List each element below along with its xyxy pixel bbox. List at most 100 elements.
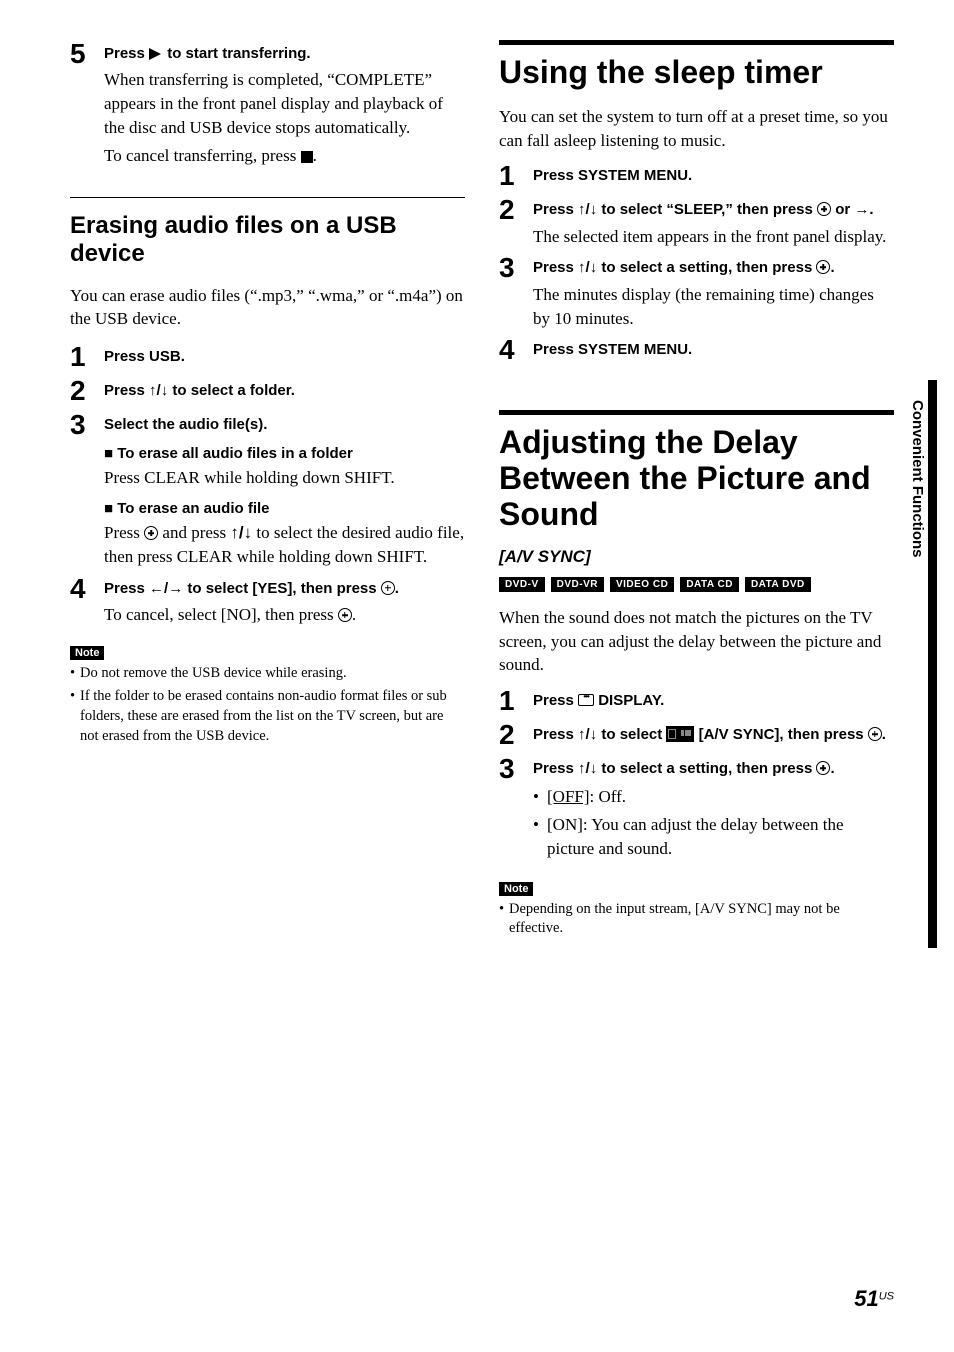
step5-head-pre: Press <box>104 45 149 62</box>
updown-icon: ↑/↓ <box>578 259 597 276</box>
s-step1: Press SYSTEM MENU. <box>533 166 894 186</box>
page-num-suffix: US <box>879 1291 894 1303</box>
option-list: [OFF]: Off. [ON]: You can adjust the del… <box>533 785 894 860</box>
step-number: 1 <box>70 343 92 371</box>
page-num-big: 51 <box>854 1286 878 1311</box>
e-step2-pre: Press <box>104 382 149 399</box>
sub2-head: To erase an audio file <box>104 500 465 517</box>
leftright-icon: ←/→ <box>149 580 183 597</box>
a-step1-post: DISPLAY. <box>594 692 664 709</box>
e-step3: Select the audio file(s). <box>104 415 465 435</box>
note-item: Depending on the input stream, [A/V SYNC… <box>499 900 894 939</box>
enter-icon <box>144 526 158 540</box>
side-tab: Convenient Functions <box>909 400 926 558</box>
step5-body2-pre: To cancel transferring, press <box>104 146 301 165</box>
e-step4-pre: Press <box>104 580 149 597</box>
a-step2-post: . <box>882 726 886 743</box>
e-step1: Press USB. <box>104 347 465 367</box>
a-step3-post: . <box>830 760 834 777</box>
erase-step-3: 3 Select the audio file(s). To erase all… <box>70 411 465 569</box>
chapter-rule <box>499 410 894 415</box>
a-step2-mid: to select <box>597 726 666 743</box>
sleep-intro: You can set the system to turn off at a … <box>499 105 894 153</box>
sub2-mid: and press <box>158 523 230 542</box>
sleep-step-1: 1 Press SYSTEM MENU. <box>499 162 894 190</box>
note-item: Do not remove the USB device while erasi… <box>70 664 465 684</box>
stop-icon <box>301 151 313 163</box>
sleep-step-2: 2 Press ↑/↓ to select “SLEEP,” then pres… <box>499 196 894 248</box>
note-list: Do not remove the USB device while erasi… <box>70 664 465 746</box>
updown-icon: ↑/↓ <box>578 726 597 743</box>
erase-intro: You can erase audio files (“.mp3,” “.wma… <box>70 284 465 332</box>
format-badge: DVD-VR <box>551 577 604 592</box>
e-step4-post: . <box>395 580 399 597</box>
step-number: 3 <box>70 411 92 439</box>
opt-label: [ON] <box>547 815 583 834</box>
enter-icon <box>868 727 882 741</box>
av-step-3: 3 Press ↑/↓ to select a setting, then pr… <box>499 755 894 865</box>
sleep-step-3: 3 Press ↑/↓ to select a setting, then pr… <box>499 254 894 330</box>
chapter-rule <box>499 40 894 45</box>
step-number: 2 <box>70 377 92 405</box>
s-step3-pre: Press <box>533 259 578 276</box>
step5-body2-post: . <box>313 146 317 165</box>
sub2-pre: Press <box>104 523 144 542</box>
play-icon <box>149 48 163 60</box>
note-list: Depending on the input stream, [A/V SYNC… <box>499 900 894 939</box>
e-step4-body-post: . <box>352 605 356 624</box>
note-badge: Note <box>499 882 533 896</box>
updown-icon: ↑/↓ <box>578 201 597 218</box>
s-step2-post: . <box>869 201 873 218</box>
enter-icon <box>381 581 395 595</box>
a-step3-mid: to select a setting, then press <box>597 760 816 777</box>
a-step1-pre: Press <box>533 692 578 709</box>
opt-rest: : Off. <box>590 787 627 806</box>
erase-step-1: 1 Press USB. <box>70 343 465 371</box>
av-intro: When the sound does not match the pictur… <box>499 606 894 677</box>
format-badge: DVD-V <box>499 577 545 592</box>
step5-head-post: to start transferring. <box>163 45 311 62</box>
step-number: 5 <box>70 40 92 68</box>
s-step3-body: The minutes display (the remaining time)… <box>533 283 894 331</box>
a-step2-pre: Press <box>533 726 578 743</box>
enter-icon <box>816 260 830 274</box>
step-number: 1 <box>499 162 521 190</box>
av-step-1: 1 Press DISPLAY. <box>499 687 894 715</box>
sleep-title: Using the sleep timer <box>499 55 894 91</box>
av-subtitle: [A/V SYNC] <box>499 547 894 567</box>
option-item: [OFF]: Off. <box>533 785 894 809</box>
e-step4-body-pre: To cancel, select [NO], then press <box>104 605 338 624</box>
s-step2-mid2: or <box>831 201 854 218</box>
step-number: 2 <box>499 721 521 749</box>
e-step4-mid: to select [YES], then press <box>183 580 381 597</box>
a-step3-pre: Press <box>533 760 578 777</box>
s-step3-post: . <box>830 259 834 276</box>
erase-title: Erasing audio files on a USB device <box>70 212 465 267</box>
format-badge: DATA CD <box>680 577 739 592</box>
avsync-icon <box>666 726 694 742</box>
s-step4: Press SYSTEM MENU. <box>533 340 894 360</box>
step-number: 4 <box>499 336 521 364</box>
updown-icon: ↑/↓ <box>230 523 252 542</box>
step-number: 2 <box>499 196 521 224</box>
format-badge: VIDEO CD <box>610 577 674 592</box>
step5-body1: When transferring is completed, “COMPLET… <box>104 68 465 139</box>
e-step2-post: to select a folder. <box>168 382 295 399</box>
step-number: 4 <box>70 575 92 603</box>
note-badge: Note <box>70 646 104 660</box>
right-icon: → <box>854 201 869 218</box>
divider <box>70 197 465 198</box>
updown-icon: ↑/↓ <box>578 760 597 777</box>
page-number: 51US <box>854 1286 894 1312</box>
a-step2-mid2: [A/V SYNC], then press <box>699 726 868 743</box>
updown-icon: ↑/↓ <box>149 382 168 399</box>
step-number: 1 <box>499 687 521 715</box>
s-step3-mid: to select a setting, then press <box>597 259 816 276</box>
display-icon <box>578 694 594 706</box>
s-step2-body: The selected item appears in the front p… <box>533 225 894 249</box>
erase-step-4: 4 Press ←/→ to select [YES], then press … <box>70 575 465 627</box>
enter-icon <box>816 761 830 775</box>
right-column: Using the sleep timer You can set the sy… <box>499 40 894 943</box>
left-column: 5 Press to start transferring. When tran… <box>70 40 465 943</box>
enter-icon <box>817 202 831 216</box>
